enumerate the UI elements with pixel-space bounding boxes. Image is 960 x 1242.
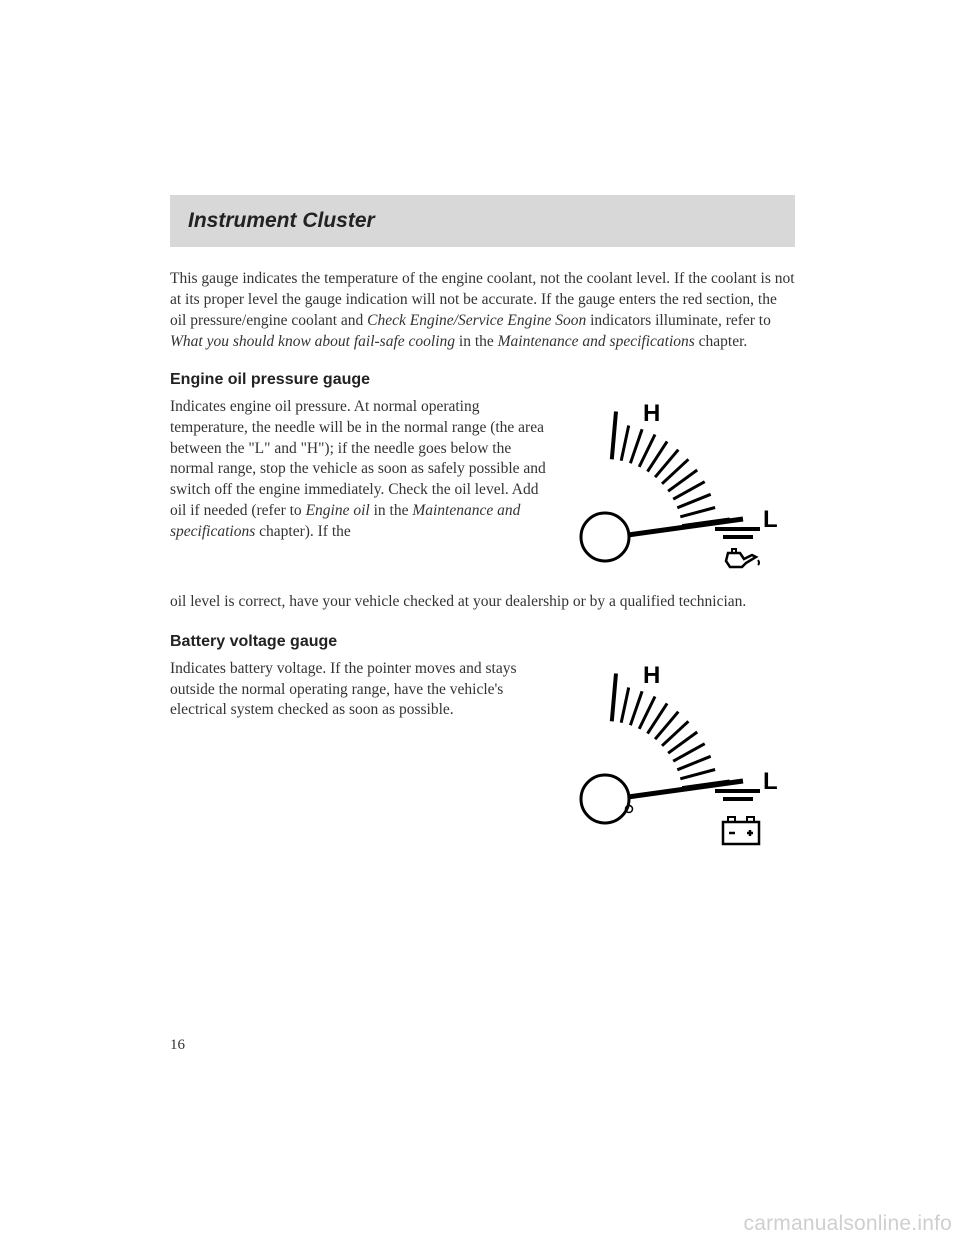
intro-text-4: chapter. bbox=[695, 333, 748, 350]
chapter-title: Instrument Cluster bbox=[188, 209, 777, 233]
chapter-header: Instrument Cluster bbox=[170, 195, 795, 247]
oil-italic-1: Engine oil bbox=[306, 502, 370, 519]
gauge-high-label: H bbox=[643, 662, 660, 689]
intro-paragraph: This gauge indicates the temperature of … bbox=[170, 269, 795, 353]
gauge-low-label: L bbox=[763, 768, 778, 795]
intro-italic-3: Maintenance and specifications bbox=[498, 333, 695, 350]
battery-gauge-figure: H L bbox=[565, 659, 795, 874]
intro-italic-2: What you should know about fail-safe coo… bbox=[170, 333, 455, 350]
oil-gauge-figure: H L bbox=[565, 397, 795, 592]
battery-section: Battery voltage gauge Indicates battery … bbox=[170, 633, 795, 874]
oil-can-icon bbox=[726, 549, 759, 567]
oil-continuation: oil level is correct, have your vehicle … bbox=[170, 592, 795, 613]
oil-text: Indicates engine oil pressure. At normal… bbox=[170, 397, 547, 543]
oil-text-2: chapter). If the bbox=[255, 523, 351, 540]
intro-text-3: in the bbox=[455, 333, 498, 350]
oil-section: Engine oil pressure gauge Indicates engi… bbox=[170, 371, 795, 613]
battery-icon bbox=[723, 817, 759, 844]
intro-italic-1: Check Engine/Service Engine Soon bbox=[367, 312, 586, 329]
battery-heading: Battery voltage gauge bbox=[170, 633, 795, 651]
gauge-low-label: L bbox=[763, 506, 778, 533]
oil-mid: in the bbox=[370, 502, 413, 519]
oil-heading: Engine oil pressure gauge bbox=[170, 371, 795, 389]
gauge-high-label: H bbox=[643, 400, 660, 427]
page-number: 16 bbox=[170, 1037, 185, 1054]
intro-text-2: indicators illuminate, refer to bbox=[586, 312, 771, 329]
watermark: carmanualsonline.info bbox=[744, 1212, 953, 1236]
battery-text: Indicates battery voltage. If the pointe… bbox=[170, 659, 547, 722]
